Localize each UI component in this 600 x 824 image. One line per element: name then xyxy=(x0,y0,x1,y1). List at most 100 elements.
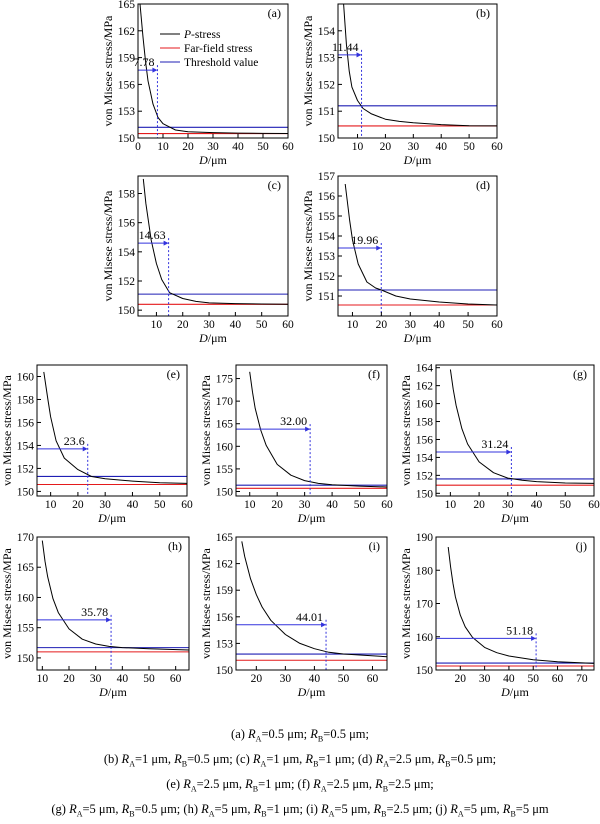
panel-label: (d) xyxy=(476,178,490,192)
x-tick-label: 20 xyxy=(380,141,392,153)
x-tick-label: 40 xyxy=(433,319,445,331)
x-tick-label: 10 xyxy=(37,673,49,685)
panel-h: 35.7810 20 30 40 50 60150155160165170(h)D/μmv… xyxy=(0,532,189,699)
y-tick-label: 160 xyxy=(216,441,234,453)
y-tick-label: 160 xyxy=(416,632,434,644)
p-stress-curve xyxy=(448,547,594,663)
x-tick-label: 50 xyxy=(143,673,155,685)
x-tick-label: 60 xyxy=(588,499,600,511)
x-tick-label: 10 xyxy=(347,319,359,331)
p-stress-curve xyxy=(42,541,189,650)
y-tick-label: 156 xyxy=(318,191,336,203)
x-tick-label: 50 xyxy=(560,499,572,511)
y-tick-label: 152 xyxy=(17,463,35,475)
x-tick-label: 50 xyxy=(463,141,475,153)
y-tick-label: 156 xyxy=(17,417,35,429)
x-tick-label: 50 xyxy=(338,673,350,685)
legend-threshold-text: Threshold value xyxy=(184,57,258,69)
y-tick-label: 170 xyxy=(416,599,434,611)
x-tick-label: 40 xyxy=(309,673,321,685)
x-tick-label: 30 xyxy=(299,499,311,511)
y-tick-label: 153 xyxy=(318,53,336,65)
panel-label: (b) xyxy=(476,6,490,20)
x-tick-label: 10 xyxy=(151,319,163,331)
y-tick-label: 156 xyxy=(118,79,136,91)
x-tick-label: 60 xyxy=(552,673,564,685)
x-tick-label: 50 xyxy=(527,673,539,685)
y-tick-label: 170 xyxy=(17,532,35,544)
threshold-value-label: 11.44 xyxy=(332,40,359,54)
x-tick-label: 30 xyxy=(502,499,514,511)
x-tick-label: 70 xyxy=(576,673,588,685)
p-stress-curve xyxy=(44,372,187,484)
panel-b: 11.44 10 20 30 40 50 60 150 151 152 153 154 (b) D/μm v… xyxy=(301,4,503,167)
y-tick-label: 162 xyxy=(416,381,434,393)
y-tick-label: 150 xyxy=(416,488,434,500)
plot-frame xyxy=(236,537,387,670)
y-tick-label: 150 xyxy=(17,486,35,498)
x-axis-label: D/μm xyxy=(500,685,529,699)
caption-line-1: (a) RA=0.5 μm; RB=0.5 μm; xyxy=(0,727,600,744)
x-tick-label: 30 xyxy=(90,673,102,685)
plot-frame xyxy=(436,537,594,670)
y-tick-label: 160 xyxy=(416,399,434,411)
x-tick-label: 30 xyxy=(99,499,111,511)
x-tick-label: 60 xyxy=(367,673,379,685)
y-tick-label: 158 xyxy=(118,189,136,201)
y-tick-label: 153 xyxy=(216,638,234,650)
y-tick-label: 156 xyxy=(416,434,434,446)
x-axis-label: D/μm xyxy=(500,511,529,525)
y-tick-label: 155 xyxy=(17,623,35,635)
panel-j: 51.1820 30 40 50 60 70150160170180190(j)D/μmv… xyxy=(399,532,594,699)
panel-label: (f) xyxy=(368,367,380,381)
y-tick-label: 162 xyxy=(216,559,234,571)
y-tick-label: 150 xyxy=(216,665,234,677)
threshold-value-label: 35.78 xyxy=(81,605,108,619)
x-tick-label: 10 xyxy=(157,141,169,153)
y-tick-label: 156 xyxy=(118,218,136,230)
figure-panels: 7.78 0 10 20 30 40 50 60 150 153 156 159 162 165 (a) D/… xyxy=(0,0,600,710)
p-stress-curve xyxy=(242,541,387,656)
x-tick-label: 30 xyxy=(207,141,219,153)
panel-label: (c) xyxy=(268,178,281,192)
y-tick-label: 155 xyxy=(216,464,234,476)
x-tick-label: 60 xyxy=(381,499,393,511)
panel-label: (h) xyxy=(168,539,182,553)
x-tick-label: 30 xyxy=(405,319,417,331)
y-tick-label: 157 xyxy=(318,171,336,183)
x-tick-label: 20 xyxy=(455,673,467,685)
x-tick-label: 10 xyxy=(45,499,57,511)
x-tick-label: 20 xyxy=(63,673,75,685)
y-tick-label: 150 xyxy=(118,305,136,317)
legend-p-stress-text: P-stress xyxy=(183,29,221,41)
y-tick-label: 165 xyxy=(216,419,234,431)
y-tick-label: 158 xyxy=(17,394,35,406)
x-tick-label: 20 xyxy=(271,499,283,511)
y-axis-label: von Misese stress/MPa xyxy=(0,547,14,658)
x-tick-label: 30 xyxy=(479,673,491,685)
plot-frame xyxy=(138,176,288,316)
caption-line-3: (e) RA=2.5 μm, RB=1 μm; (f) RA=2.5 μm, R… xyxy=(0,777,600,794)
x-tick-label: 20 xyxy=(251,673,263,685)
x-tick-label: 60 xyxy=(491,319,503,331)
x-tick-label: 10 xyxy=(445,499,457,511)
y-tick-label: 159 xyxy=(216,585,234,597)
x-tick-label: 50 xyxy=(354,499,366,511)
x-tick-label: 40 xyxy=(326,499,338,511)
threshold-value-label: 7.78 xyxy=(133,55,154,69)
y-tick-label: 180 xyxy=(416,565,434,577)
x-tick-label: 0 xyxy=(135,141,141,153)
panel-label: (i) xyxy=(369,539,380,553)
y-tick-label: 156 xyxy=(216,612,234,624)
x-axis-label: D/μm xyxy=(297,511,326,525)
caption-line-4: (g) RA=5 μm, RB=0.5 μm; (h) RA=5 μm, RB=… xyxy=(0,802,600,819)
panel-g: 31.24 10 20 30 40 50 60 150 152 154 156 158 160 162 16… xyxy=(399,363,600,525)
x-axis-label: D/μm xyxy=(98,685,127,699)
y-tick-label: 158 xyxy=(416,417,434,429)
plot-frame xyxy=(236,365,387,496)
y-tick-label: 153 xyxy=(118,106,136,118)
x-tick-label: 40 xyxy=(232,141,244,153)
y-tick-label: 154 xyxy=(318,26,336,38)
x-tick-label: 30 xyxy=(408,141,420,153)
y-tick-label: 152 xyxy=(318,79,336,91)
